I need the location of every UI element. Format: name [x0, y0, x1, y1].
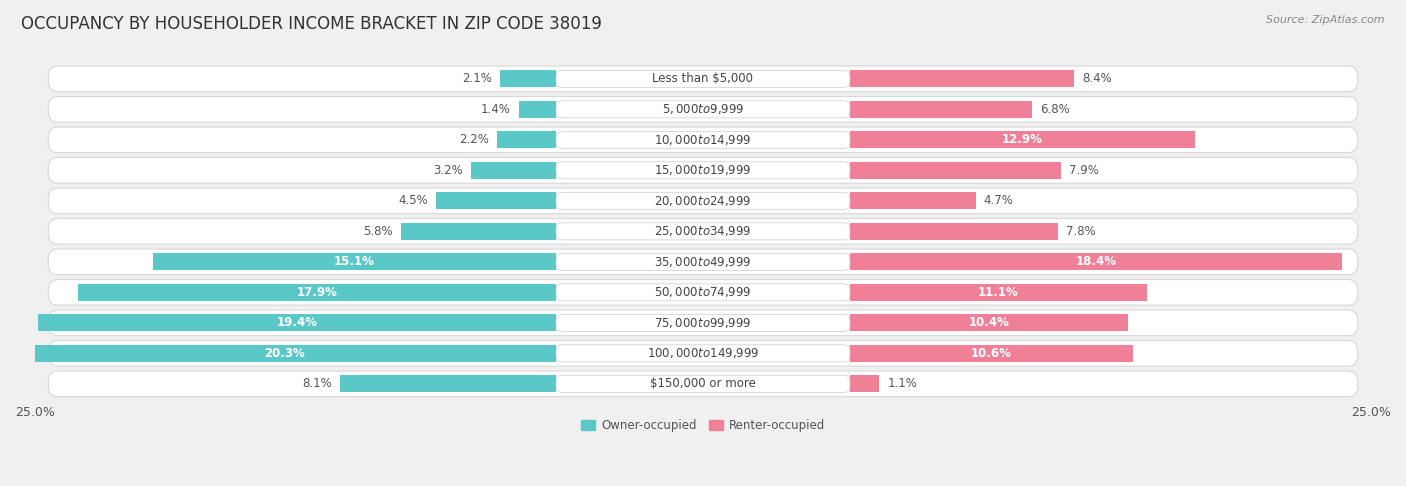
Bar: [498, 131, 555, 148]
FancyBboxPatch shape: [48, 249, 1358, 275]
Text: 19.4%: 19.4%: [277, 316, 318, 330]
FancyBboxPatch shape: [48, 127, 1358, 153]
Text: 6.8%: 6.8%: [1039, 103, 1070, 116]
Text: $35,000 to $49,999: $35,000 to $49,999: [654, 255, 752, 269]
FancyBboxPatch shape: [555, 223, 851, 240]
Bar: [851, 223, 1059, 240]
Text: 11.1%: 11.1%: [979, 286, 1019, 299]
FancyBboxPatch shape: [48, 371, 1358, 397]
FancyBboxPatch shape: [555, 253, 851, 270]
Bar: [340, 376, 555, 392]
Bar: [77, 284, 555, 301]
Bar: [401, 223, 555, 240]
Text: $5,000 to $9,999: $5,000 to $9,999: [662, 103, 744, 116]
Text: 7.8%: 7.8%: [1066, 225, 1097, 238]
Text: OCCUPANCY BY HOUSEHOLDER INCOME BRACKET IN ZIP CODE 38019: OCCUPANCY BY HOUSEHOLDER INCOME BRACKET …: [21, 15, 602, 33]
Text: 20.3%: 20.3%: [264, 347, 305, 360]
Text: Less than $5,000: Less than $5,000: [652, 72, 754, 86]
Text: 2.2%: 2.2%: [460, 133, 489, 146]
FancyBboxPatch shape: [555, 70, 851, 87]
FancyBboxPatch shape: [48, 188, 1358, 214]
Bar: [851, 254, 1341, 270]
Text: 10.4%: 10.4%: [969, 316, 1010, 330]
FancyBboxPatch shape: [48, 219, 1358, 244]
Text: $100,000 to $149,999: $100,000 to $149,999: [647, 347, 759, 360]
Bar: [519, 101, 555, 118]
Text: 1.1%: 1.1%: [887, 377, 917, 390]
Text: $15,000 to $19,999: $15,000 to $19,999: [654, 163, 752, 177]
FancyBboxPatch shape: [48, 66, 1358, 92]
Bar: [851, 192, 976, 209]
Text: 2.1%: 2.1%: [463, 72, 492, 86]
FancyBboxPatch shape: [555, 162, 851, 179]
Text: 4.5%: 4.5%: [398, 194, 427, 208]
Text: $75,000 to $99,999: $75,000 to $99,999: [654, 316, 752, 330]
FancyBboxPatch shape: [48, 341, 1358, 366]
Text: $25,000 to $34,999: $25,000 to $34,999: [654, 225, 752, 238]
Bar: [851, 284, 1147, 301]
Text: 18.4%: 18.4%: [1076, 255, 1116, 268]
Text: 5.8%: 5.8%: [363, 225, 394, 238]
Text: $150,000 or more: $150,000 or more: [650, 377, 756, 390]
FancyBboxPatch shape: [555, 192, 851, 209]
Text: 8.4%: 8.4%: [1083, 72, 1112, 86]
FancyBboxPatch shape: [555, 131, 851, 148]
Bar: [152, 254, 555, 270]
Text: 8.1%: 8.1%: [302, 377, 332, 390]
Text: 12.9%: 12.9%: [1002, 133, 1043, 146]
Text: $20,000 to $24,999: $20,000 to $24,999: [654, 194, 752, 208]
Bar: [851, 70, 1074, 87]
Bar: [851, 101, 1032, 118]
Text: 15.1%: 15.1%: [333, 255, 375, 268]
Text: 1.4%: 1.4%: [481, 103, 510, 116]
Bar: [501, 70, 555, 87]
Bar: [14, 345, 555, 362]
Bar: [471, 162, 555, 179]
Bar: [38, 314, 555, 331]
Text: 4.7%: 4.7%: [984, 194, 1014, 208]
Text: 10.6%: 10.6%: [972, 347, 1012, 360]
Text: 3.2%: 3.2%: [433, 164, 463, 177]
Legend: Owner-occupied, Renter-occupied: Owner-occupied, Renter-occupied: [576, 415, 830, 437]
Text: 17.9%: 17.9%: [297, 286, 337, 299]
FancyBboxPatch shape: [555, 314, 851, 331]
Text: 7.9%: 7.9%: [1069, 164, 1099, 177]
Bar: [851, 162, 1062, 179]
FancyBboxPatch shape: [48, 157, 1358, 183]
Bar: [851, 376, 879, 392]
FancyBboxPatch shape: [555, 345, 851, 362]
FancyBboxPatch shape: [555, 101, 851, 118]
Bar: [436, 192, 555, 209]
FancyBboxPatch shape: [48, 310, 1358, 336]
Bar: [851, 314, 1128, 331]
Text: $50,000 to $74,999: $50,000 to $74,999: [654, 285, 752, 299]
Text: Source: ZipAtlas.com: Source: ZipAtlas.com: [1267, 15, 1385, 25]
Bar: [851, 131, 1195, 148]
Text: $10,000 to $14,999: $10,000 to $14,999: [654, 133, 752, 147]
FancyBboxPatch shape: [555, 284, 851, 301]
Bar: [851, 345, 1133, 362]
FancyBboxPatch shape: [48, 97, 1358, 122]
FancyBboxPatch shape: [555, 375, 851, 392]
FancyBboxPatch shape: [48, 279, 1358, 305]
